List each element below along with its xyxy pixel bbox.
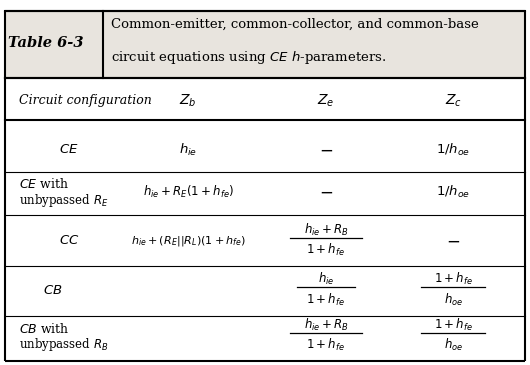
Text: $Z_e$: $Z_e$ — [317, 92, 334, 108]
Text: $h_{ie} + R_B$: $h_{ie} + R_B$ — [304, 222, 348, 238]
Text: Circuit configuration: Circuit configuration — [19, 94, 151, 107]
Text: $1 + h_{fe}$: $1 + h_{fe}$ — [306, 337, 346, 353]
Text: $1 + h_{fe}$: $1 + h_{fe}$ — [434, 317, 473, 333]
Text: Table 6-3: Table 6-3 — [8, 36, 83, 50]
Text: $h_{ie} + R_E(1 + h_{fe})$: $h_{ie} + R_E(1 + h_{fe})$ — [143, 184, 234, 200]
Bar — [5, 11, 525, 78]
Text: $\it{CE}$: $\it{CE}$ — [59, 143, 78, 156]
Text: Common-emitter, common-collector, and common-base: Common-emitter, common-collector, and co… — [111, 18, 479, 31]
Text: $h_{ie} + (R_E||R_L)(1 + h_{fe})$: $h_{ie} + (R_E||R_L)(1 + h_{fe})$ — [131, 234, 245, 248]
Text: $h_{ie} + R_B$: $h_{ie} + R_B$ — [304, 317, 348, 333]
Text: $1 + h_{fe}$: $1 + h_{fe}$ — [306, 242, 346, 258]
Text: $h_{oe}$: $h_{oe}$ — [444, 291, 463, 308]
Text: $\it{CE}$ with: $\it{CE}$ with — [19, 177, 68, 191]
Text: $h_{ie}$: $h_{ie}$ — [179, 142, 197, 158]
Text: circuit equations using $\it{CE}$ $\it{h}$-parameters.: circuit equations using $\it{CE}$ $\it{h… — [111, 49, 387, 66]
Text: $Z_c$: $Z_c$ — [445, 92, 462, 108]
Text: $1/h_{oe}$: $1/h_{oe}$ — [436, 142, 470, 158]
Text: $-$: $-$ — [319, 183, 333, 200]
Text: $-$: $-$ — [446, 233, 460, 249]
Text: $h_{oe}$: $h_{oe}$ — [444, 337, 463, 353]
Text: $\it{CB}$ with: $\it{CB}$ with — [19, 322, 69, 336]
Text: $\it{CC}$: $\it{CC}$ — [59, 234, 79, 247]
Text: $Z_b$: $Z_b$ — [179, 92, 197, 108]
Text: unbypassed $R_B$: unbypassed $R_B$ — [19, 337, 108, 353]
Text: $1 + h_{fe}$: $1 + h_{fe}$ — [434, 271, 473, 287]
Text: $\it{CB}$: $\it{CB}$ — [43, 284, 63, 297]
Text: $1/h_{oe}$: $1/h_{oe}$ — [436, 184, 470, 200]
Text: unbypassed $R_E$: unbypassed $R_E$ — [19, 192, 108, 209]
Text: $h_{ie}$: $h_{ie}$ — [317, 271, 334, 287]
Text: $-$: $-$ — [319, 141, 333, 158]
Text: $1 + h_{fe}$: $1 + h_{fe}$ — [306, 291, 346, 308]
